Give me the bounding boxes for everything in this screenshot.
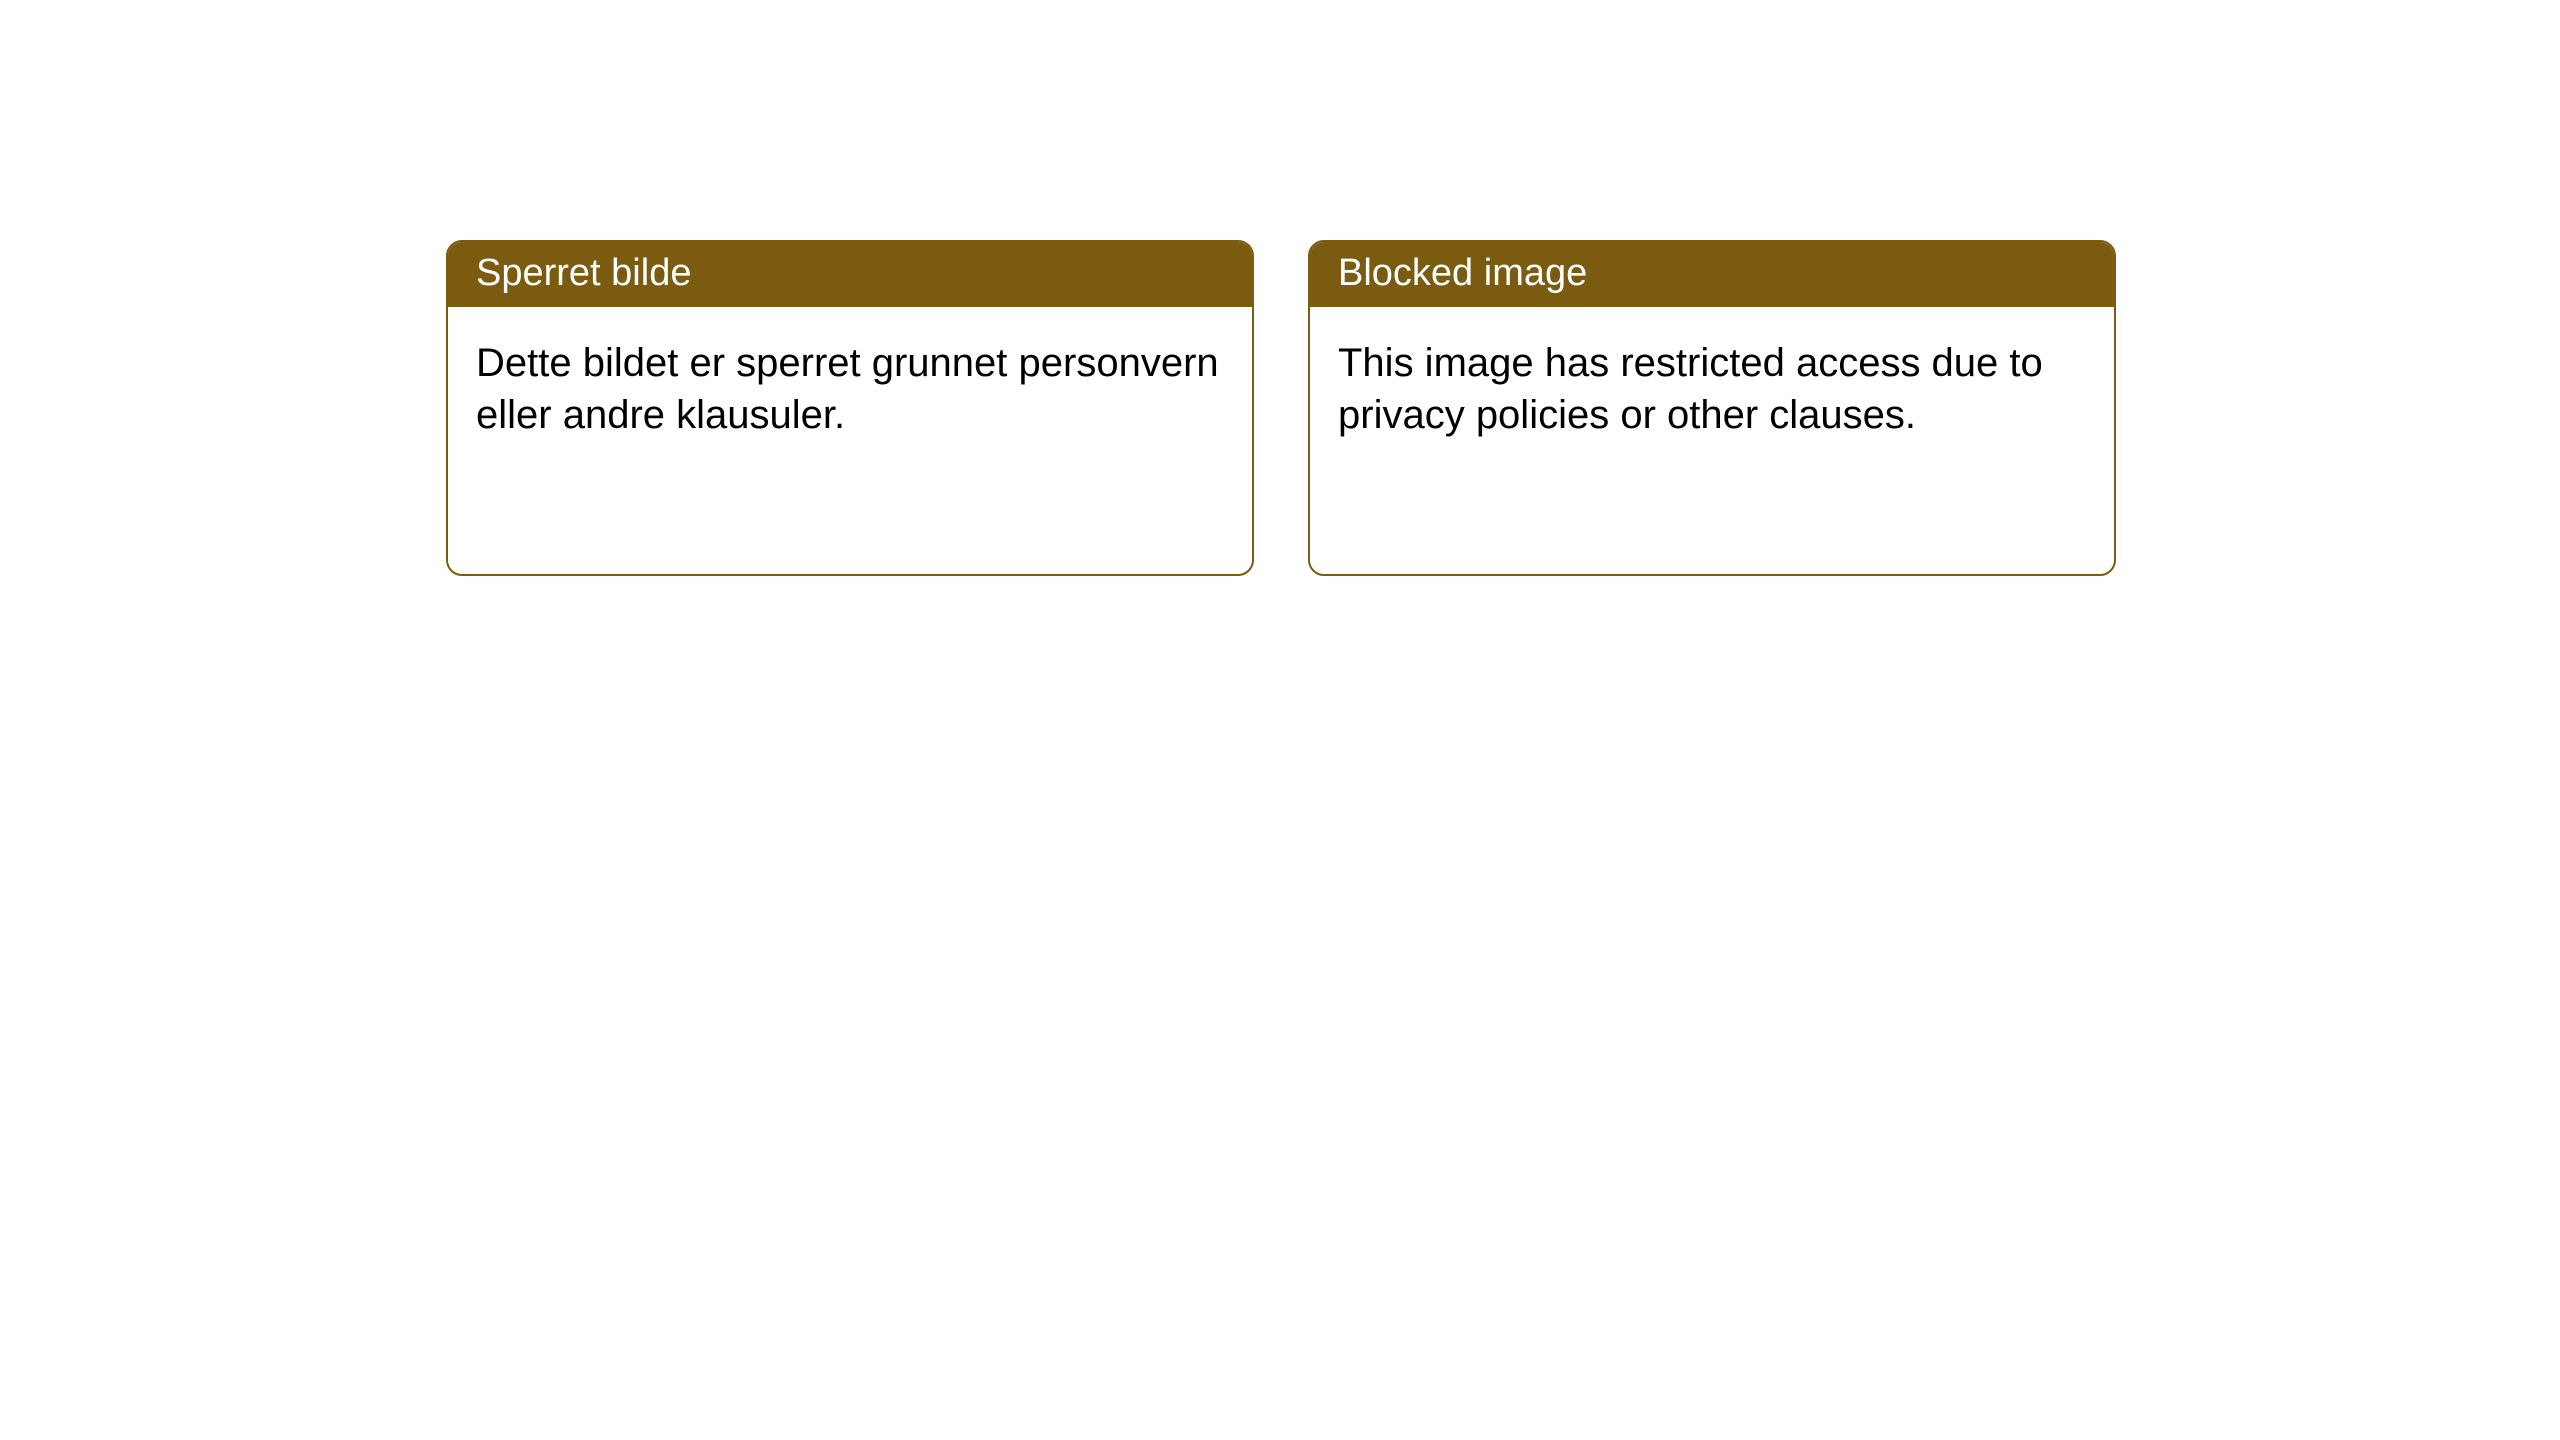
blocked-image-card-no: Sperret bilde Dette bildet er sperret gr…	[446, 240, 1254, 576]
card-header: Blocked image	[1310, 242, 2114, 307]
card-text: Dette bildet er sperret grunnet personve…	[476, 337, 1224, 441]
card-body: Dette bildet er sperret grunnet personve…	[448, 307, 1252, 471]
blocked-image-card-en: Blocked image This image has restricted …	[1308, 240, 2116, 576]
card-text: This image has restricted access due to …	[1338, 337, 2086, 441]
card-body: This image has restricted access due to …	[1310, 307, 2114, 471]
card-title: Blocked image	[1338, 252, 2086, 295]
card-header: Sperret bilde	[448, 242, 1252, 307]
card-title: Sperret bilde	[476, 252, 1224, 295]
cards-container: Sperret bilde Dette bildet er sperret gr…	[0, 0, 2560, 576]
